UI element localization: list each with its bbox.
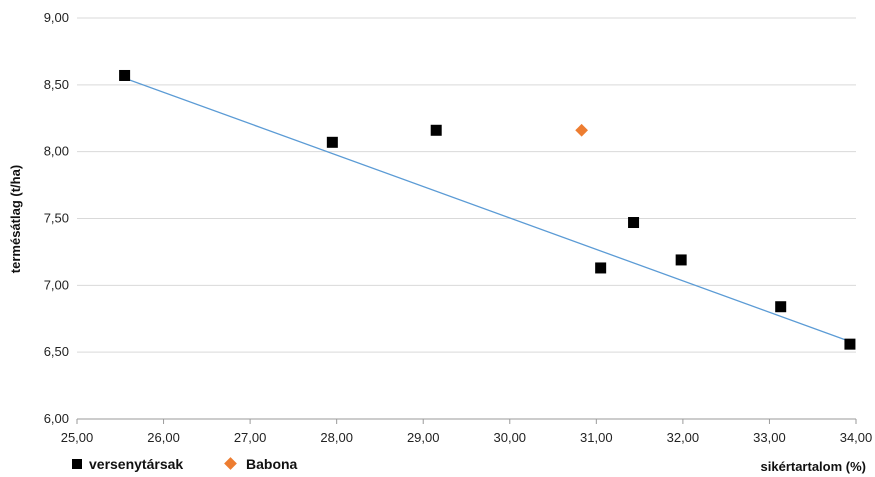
x-tick-label: 31,00 (580, 430, 613, 445)
y-tick-label: 7,50 (44, 211, 69, 226)
legend-marker-versenytarsak (72, 459, 82, 469)
x-tick-label: 26,00 (147, 430, 180, 445)
y-tick-label: 7,00 (44, 277, 69, 292)
point-versenytarsak (675, 254, 687, 266)
trendline-layer (124, 77, 851, 343)
y-axis-title: termésátlag (t/ha) (8, 165, 23, 273)
y-tick-label: 8,00 (44, 144, 69, 159)
y-tick-label: 6,00 (44, 411, 69, 426)
x-tick-label: 28,00 (320, 430, 353, 445)
x-tick-label: 27,00 (234, 430, 267, 445)
point-versenytarsak (775, 301, 787, 313)
x-tick-label: 30,00 (494, 430, 527, 445)
legend-marker-babona (224, 457, 237, 470)
point-versenytarsak (628, 217, 640, 229)
y-tick-label: 6,50 (44, 344, 69, 359)
x-axis-title: sikértartalom (%) (761, 459, 866, 474)
x-tick-label: 33,00 (753, 430, 786, 445)
legend: versenytársak Babona (72, 456, 298, 472)
point-versenytarsak (326, 136, 338, 148)
point-versenytarsak (595, 262, 607, 274)
x-tick-label: 32,00 (667, 430, 700, 445)
point-versenytarsak (119, 69, 131, 81)
x-tick-labels: 25,00 26,00 27,00 28,00 29,00 30,00 31,00 32,00… (61, 430, 873, 445)
legend-label-babona: Babona (246, 456, 298, 472)
legend-label-versenytarsak: versenytársak (89, 456, 183, 472)
x-tick-label: 25,00 (61, 430, 94, 445)
trendline (124, 77, 851, 343)
point-versenytarsak (430, 124, 442, 136)
point-versenytarsak (844, 338, 856, 350)
x-tick-label: 34,00 (840, 430, 873, 445)
y-tick-label: 9,00 (44, 10, 69, 25)
gridlines (76, 17, 857, 424)
point-babona (575, 123, 588, 137)
x-tick-label: 29,00 (407, 430, 440, 445)
y-tick-labels: 6,00 6,50 7,00 7,50 8,00 8,50 9,00 (44, 10, 69, 426)
y-tick-label: 8,50 (44, 77, 69, 92)
